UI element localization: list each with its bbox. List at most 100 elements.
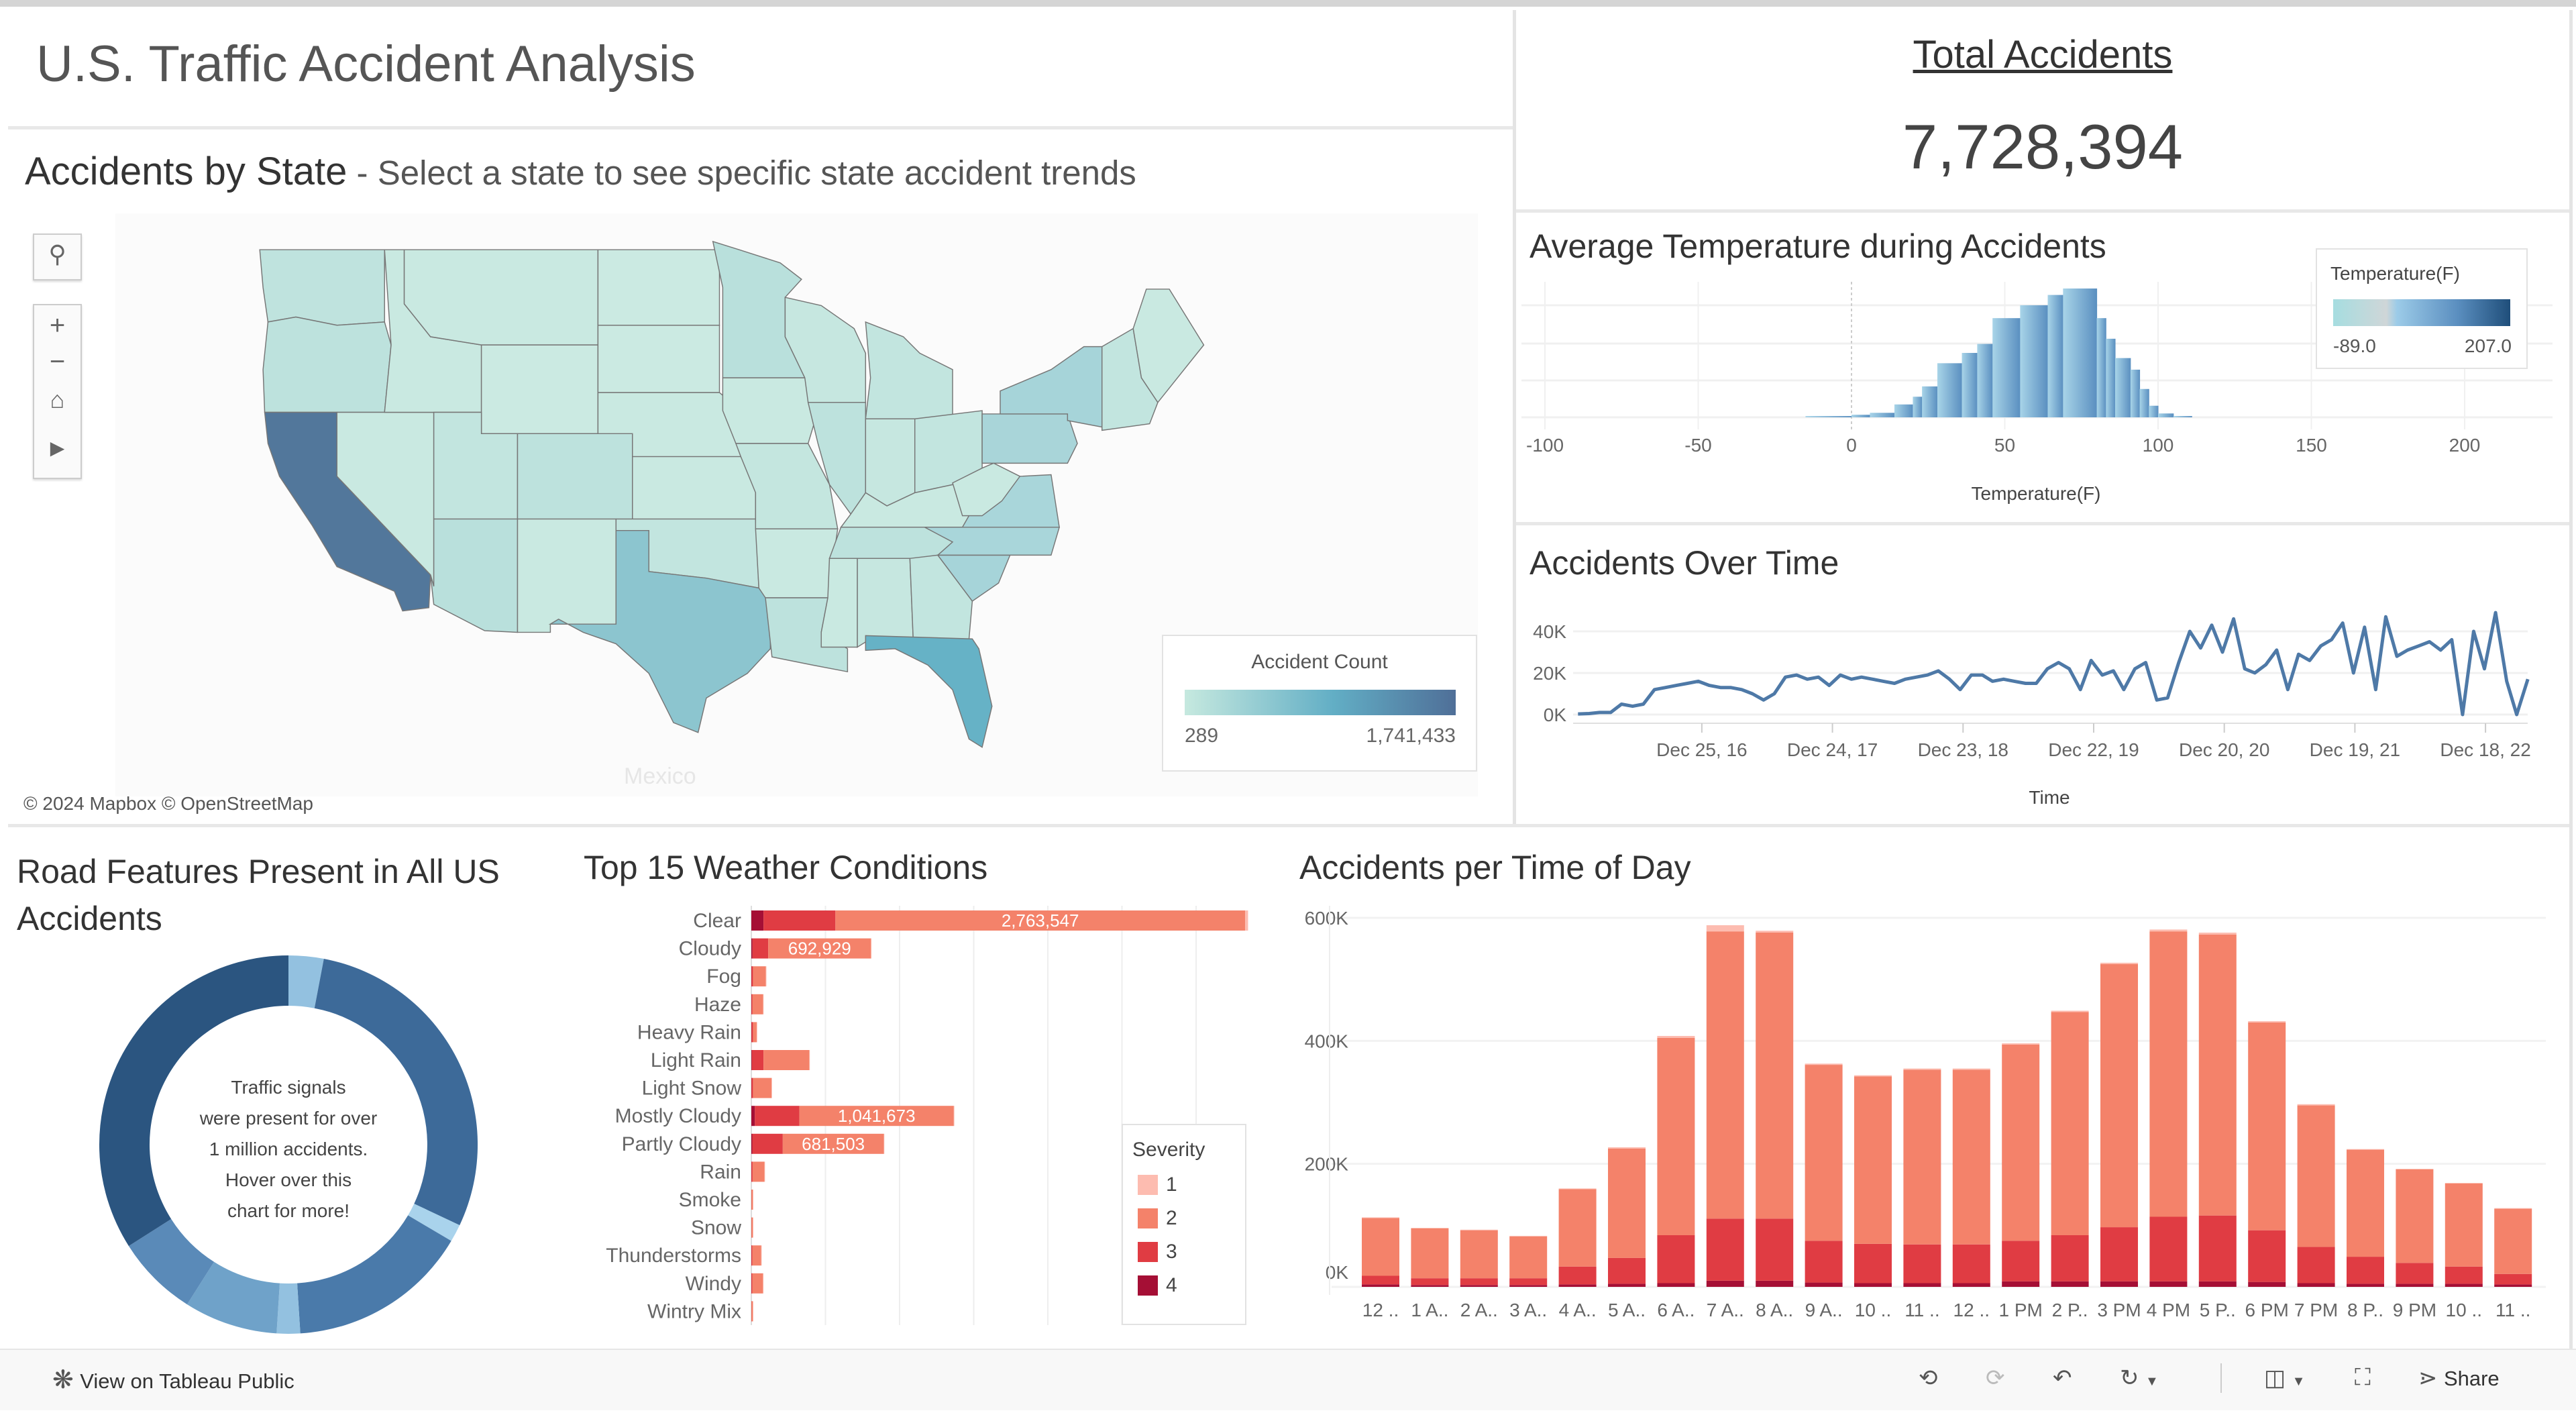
bar-segment-severity-4[interactable] bbox=[751, 910, 764, 931]
bar-segment-severity-4[interactable] bbox=[1903, 1283, 1941, 1288]
donut-slice[interactable] bbox=[99, 955, 289, 1247]
bar-segment-severity-2[interactable] bbox=[2445, 1184, 2483, 1267]
bar-segment-severity-2[interactable] bbox=[1805, 1065, 1843, 1241]
histogram-bin[interactable] bbox=[2149, 405, 2159, 417]
bar-segment-severity-3[interactable] bbox=[1805, 1241, 1843, 1283]
bar-segment-severity-2[interactable] bbox=[835, 910, 1246, 931]
bar-segment-severity-1[interactable] bbox=[1756, 931, 1794, 933]
undo-icon[interactable]: ⟲ bbox=[1919, 1365, 1938, 1391]
bar-segment-severity-1[interactable] bbox=[1952, 1068, 1990, 1070]
donut-slice[interactable] bbox=[186, 1261, 280, 1334]
redo-icon[interactable]: ⟳ bbox=[1986, 1365, 2005, 1391]
bar-segment-severity-3[interactable] bbox=[751, 1273, 753, 1294]
bar-segment-severity-3[interactable] bbox=[755, 1106, 800, 1127]
bar-segment-severity-2[interactable] bbox=[2297, 1105, 2335, 1247]
bar-segment-severity-4[interactable] bbox=[2051, 1281, 2089, 1287]
zoom-out-button[interactable]: − bbox=[49, 347, 66, 376]
bar-segment-severity-2[interactable] bbox=[1854, 1076, 1892, 1244]
histogram-bin[interactable] bbox=[2139, 388, 2149, 417]
bar-segment-severity-3[interactable] bbox=[751, 1245, 753, 1266]
bar-segment-severity-2[interactable] bbox=[2248, 1022, 2286, 1231]
bar-segment-severity-4[interactable] bbox=[1411, 1285, 1449, 1287]
bar-segment-severity-4[interactable] bbox=[1952, 1283, 1990, 1288]
bar-segment-severity-1[interactable] bbox=[2149, 929, 2188, 932]
bar-segment-severity-2[interactable] bbox=[1362, 1218, 1399, 1276]
bar-segment-severity-3[interactable] bbox=[2051, 1235, 2089, 1281]
bar-segment-severity-4[interactable] bbox=[2002, 1281, 2040, 1287]
bar-segment-severity-2[interactable] bbox=[1460, 1230, 1498, 1279]
histogram-bin[interactable] bbox=[1992, 318, 2021, 417]
bar-segment-severity-1[interactable] bbox=[761, 1245, 762, 1266]
histogram-bin[interactable] bbox=[1851, 415, 1870, 417]
refresh-icon[interactable]: ↻ ▼ bbox=[2120, 1365, 2159, 1391]
bar-segment-severity-1[interactable] bbox=[1805, 1063, 1843, 1065]
bar-segment-severity-2[interactable] bbox=[782, 1133, 884, 1154]
map-search-button[interactable]: ⚲ bbox=[33, 233, 82, 280]
bar-segment-severity-2[interactable] bbox=[1903, 1069, 1941, 1245]
bar-segment-severity-3[interactable] bbox=[751, 1050, 764, 1070]
bar-segment-severity-1[interactable] bbox=[2248, 1021, 2286, 1023]
bar-segment-severity-3[interactable] bbox=[763, 910, 836, 931]
bar-segment-severity-3[interactable] bbox=[2494, 1273, 2532, 1285]
bar-segment-severity-3[interactable] bbox=[2149, 1216, 2188, 1281]
histogram-bin[interactable] bbox=[2130, 369, 2141, 417]
donut-slice[interactable] bbox=[408, 1204, 460, 1241]
bar-segment-severity-3[interactable] bbox=[2100, 1227, 2138, 1281]
bar-segment-severity-1[interactable] bbox=[1245, 910, 1248, 931]
bar-segment-severity-2[interactable] bbox=[1706, 931, 1744, 1219]
donut-slice[interactable] bbox=[314, 959, 478, 1226]
histogram-bin[interactable] bbox=[2173, 416, 2192, 417]
bar-segment-severity-2[interactable] bbox=[753, 1078, 772, 1098]
histogram-bin[interactable] bbox=[2047, 295, 2063, 417]
bar-segment-severity-2[interactable] bbox=[752, 1161, 765, 1182]
bar-segment-severity-4[interactable] bbox=[1805, 1282, 1843, 1287]
bar-segment-severity-4[interactable] bbox=[751, 1106, 755, 1127]
bar-segment-severity-3[interactable] bbox=[1854, 1243, 1892, 1284]
bar-segment-severity-3[interactable] bbox=[2445, 1266, 2483, 1284]
bar-segment-severity-4[interactable] bbox=[751, 938, 753, 959]
bar-segment-severity-4[interactable] bbox=[2494, 1284, 2532, 1287]
donut-slice[interactable] bbox=[297, 1215, 451, 1334]
bar-segment-severity-2[interactable] bbox=[763, 1050, 810, 1070]
bar-segment-severity-1[interactable] bbox=[2051, 1010, 2089, 1012]
bar-segment-severity-3[interactable] bbox=[752, 938, 769, 959]
histogram-bin[interactable] bbox=[1977, 344, 1993, 417]
bar-segment-severity-3[interactable] bbox=[2002, 1241, 2040, 1281]
bar-segment-severity-2[interactable] bbox=[1411, 1228, 1449, 1279]
bar-segment-severity-3[interactable] bbox=[1509, 1278, 1548, 1286]
bar-segment-severity-4[interactable] bbox=[1460, 1285, 1498, 1287]
bar-segment-severity-2[interactable] bbox=[751, 1301, 753, 1322]
bar-segment-severity-4[interactable] bbox=[1854, 1283, 1892, 1288]
bar-segment-severity-4[interactable] bbox=[1706, 1280, 1744, 1287]
bar-segment-severity-3[interactable] bbox=[2248, 1230, 2286, 1282]
bar-segment-severity-3[interactable] bbox=[751, 1161, 753, 1182]
bar-segment-severity-1[interactable] bbox=[2100, 962, 2138, 964]
bar-segment-severity-3[interactable] bbox=[752, 1133, 783, 1154]
severity-swatch-4[interactable] bbox=[1138, 1275, 1158, 1296]
bar-segment-severity-2[interactable] bbox=[768, 938, 871, 959]
bar-segment-severity-2[interactable] bbox=[1657, 1037, 1695, 1235]
donut-slice[interactable] bbox=[128, 1218, 215, 1305]
bar-segment-severity-3[interactable] bbox=[1952, 1244, 1990, 1284]
bar-segment-severity-4[interactable] bbox=[1608, 1284, 1646, 1287]
state-tx[interactable] bbox=[548, 529, 771, 733]
histogram-bin[interactable] bbox=[2063, 289, 2098, 417]
bar-segment-severity-4[interactable] bbox=[2198, 1281, 2237, 1287]
bar-segment-severity-1[interactable] bbox=[1558, 1188, 1597, 1190]
bar-segment-severity-3[interactable] bbox=[1558, 1266, 1597, 1285]
map-attribution[interactable]: © 2024 Mapbox © OpenStreetMap bbox=[23, 793, 313, 814]
state-me[interactable] bbox=[1132, 289, 1205, 404]
histogram-bin[interactable] bbox=[1962, 353, 1978, 417]
bar-segment-severity-2[interactable] bbox=[753, 1022, 757, 1043]
bar-segment-severity-4[interactable] bbox=[2100, 1281, 2138, 1287]
histogram-bin[interactable] bbox=[2106, 338, 2116, 417]
bar-segment-severity-1[interactable] bbox=[1362, 1217, 1399, 1218]
bar-segment-severity-3[interactable] bbox=[1756, 1218, 1794, 1281]
bar-segment-severity-1[interactable] bbox=[2002, 1043, 2040, 1045]
donut-slice[interactable] bbox=[276, 1283, 301, 1334]
bar-segment-severity-3[interactable] bbox=[1411, 1278, 1449, 1286]
state-mi[interactable] bbox=[865, 321, 953, 420]
bar-segment-severity-3[interactable] bbox=[751, 1078, 753, 1098]
bar-segment-severity-4[interactable] bbox=[1509, 1285, 1548, 1287]
